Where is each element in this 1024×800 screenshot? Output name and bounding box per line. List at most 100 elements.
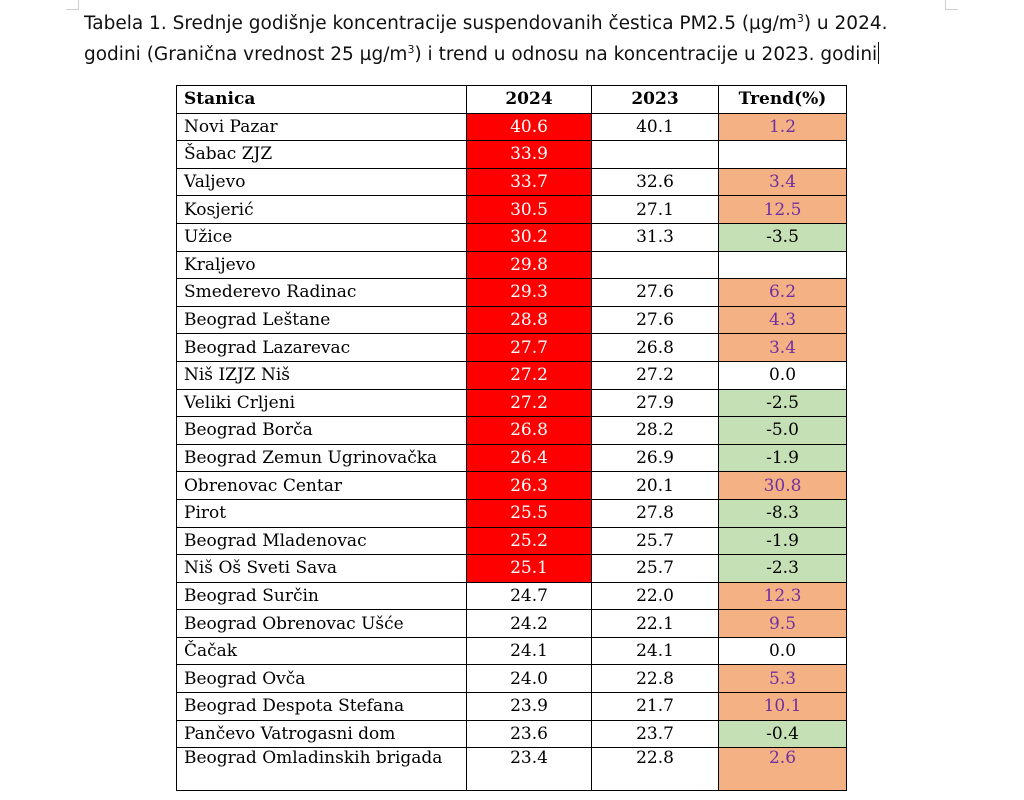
station-cell: Beograd Zemun Ugrinovačka <box>176 443 467 473</box>
value-2023-cell: 27.1 <box>591 195 719 224</box>
value-2023-cell: 32.6 <box>591 167 719 197</box>
trend-cell: 10.1 <box>718 692 847 721</box>
caption-line-1-tail: ) u 2024. <box>803 13 888 34</box>
value-2024-cell: 33.9 <box>466 140 592 169</box>
station-cell: Niš IZJZ Niš <box>176 360 467 390</box>
trend-cell: 12.5 <box>718 195 847 224</box>
value-2024-cell: 24.0 <box>466 664 592 694</box>
station-cell: Beograd Leštane <box>176 305 467 335</box>
table-row: Pirot 25.5 27.8 -8.3 <box>176 498 847 528</box>
value-2024-cell: 29.8 <box>466 250 592 280</box>
value-2024-cell: 30.5 <box>466 195 592 224</box>
table-body: Novi Pazar 40.6 40.1 1.2 Šabac ZJZ 33.9 Valjev… <box>176 112 847 792</box>
trend-cell: 6.2 <box>718 278 847 307</box>
trend-cell: 5.3 <box>718 664 847 694</box>
station-cell: Pirot <box>176 498 467 528</box>
page-corner-mark-right <box>945 0 958 10</box>
trend-cell: -1.9 <box>718 526 847 556</box>
value-2023-cell: 40.1 <box>591 112 719 142</box>
value-2024-cell: 24.2 <box>466 609 592 638</box>
station-cell: Smederevo Radinac <box>176 278 467 307</box>
value-2024-cell: 23.4 <box>466 747 592 792</box>
value-2024-cell: 25.1 <box>466 554 592 583</box>
table-row: Čačak 24.1 24.1 0.0 <box>176 636 847 666</box>
station-cell: Pančevo Vatrogasni dom <box>176 719 467 749</box>
value-2023-cell <box>591 250 719 280</box>
value-2023-cell: 25.7 <box>591 554 719 583</box>
table-row: Užice 30.2 31.3 -3.5 <box>176 222 847 252</box>
trend-cell: -2.5 <box>718 388 847 418</box>
station-cell: Veliki Crljeni <box>176 388 467 418</box>
value-2023-cell: 27.8 <box>591 498 719 528</box>
caption-line-1-superscript: 3 <box>796 12 804 25</box>
table-row: Beograd Leštane 28.8 27.6 4.3 <box>176 305 847 335</box>
station-cell: Kosjerić <box>176 195 467 224</box>
value-2023-cell: 27.6 <box>591 305 719 335</box>
value-2024-cell: 27.2 <box>466 388 592 418</box>
trend-cell: 3.4 <box>718 333 847 362</box>
station-cell: Valjevo <box>176 167 467 197</box>
station-cell: Užice <box>176 222 467 252</box>
caption-line-2-superscript: 3 <box>407 43 415 56</box>
value-2024-cell: 30.2 <box>466 222 592 252</box>
station-cell: Šabac ZJZ <box>176 140 467 169</box>
pm25-concentration-table: Stanica 2024 2023 Trend(%) Novi Pazar 40.… <box>176 85 847 792</box>
table-row: Beograd Mladenovac 25.2 25.7 -1.9 <box>176 526 847 556</box>
station-cell: Beograd Lazarevac <box>176 333 467 362</box>
table-row: Pančevo Vatrogasni dom 23.6 23.7 -0.4 <box>176 719 847 749</box>
table-row: Beograd Zemun Ugrinovačka 26.4 26.9 -1.9 <box>176 443 847 473</box>
table-row: Niš Oš Sveti Sava 25.1 25.7 -2.3 <box>176 554 847 583</box>
table-row: Beograd Omladinskih brigada 23.4 22.8 2.6 <box>176 747 847 792</box>
trend-cell: 30.8 <box>718 471 847 500</box>
value-2024-cell: 24.7 <box>466 581 592 611</box>
table-row: Beograd Surčin 24.7 22.0 12.3 <box>176 581 847 611</box>
value-2024-cell: 26.8 <box>466 416 592 445</box>
value-2023-cell: 20.1 <box>591 471 719 500</box>
trend-cell <box>718 250 847 280</box>
trend-cell: -5.0 <box>718 416 847 445</box>
trend-cell: 9.5 <box>718 609 847 638</box>
station-cell: Kraljevo <box>176 250 467 280</box>
value-2023-cell: 22.8 <box>591 664 719 694</box>
station-cell: Beograd Surčin <box>176 581 467 611</box>
table-row: Šabac ZJZ 33.9 <box>176 140 847 169</box>
header-2023: 2023 <box>591 85 719 114</box>
caption-line-2: godini (Granična vrednost 25 µg/m3) i tr… <box>84 39 964 70</box>
value-2024-cell: 40.6 <box>466 112 592 142</box>
trend-cell: 0.0 <box>718 360 847 390</box>
table-row: Beograd Ovča 24.0 22.8 5.3 <box>176 664 847 694</box>
value-2023-cell: 23.7 <box>591 719 719 749</box>
page-corner-mark-left <box>66 0 79 10</box>
value-2023-cell: 25.7 <box>591 526 719 556</box>
value-2023-cell: 27.9 <box>591 388 719 418</box>
station-cell: Čačak <box>176 636 467 666</box>
trend-cell: -1.9 <box>718 443 847 473</box>
value-2024-cell: 27.7 <box>466 333 592 362</box>
trend-cell <box>718 140 847 169</box>
trend-cell: 1.2 <box>718 112 847 142</box>
caption-line-2-tail: ) i trend u odnosu na koncentracije u 20… <box>414 44 878 65</box>
value-2024-cell: 23.9 <box>466 692 592 721</box>
station-cell: Obrenovac Centar <box>176 471 467 500</box>
table-row: Obrenovac Centar 26.3 20.1 30.8 <box>176 471 847 500</box>
value-2024-cell: 28.8 <box>466 305 592 335</box>
station-cell: Beograd Borča <box>176 416 467 445</box>
trend-cell: 12.3 <box>718 581 847 611</box>
value-2023-cell: 24.1 <box>591 636 719 666</box>
header-2024: 2024 <box>466 85 592 114</box>
value-2023-cell: 28.2 <box>591 416 719 445</box>
trend-cell: 0.0 <box>718 636 847 666</box>
value-2023-cell: 26.8 <box>591 333 719 362</box>
value-2023-cell: 27.6 <box>591 278 719 307</box>
value-2024-cell: 23.6 <box>466 719 592 749</box>
caption-line-1-text: Tabela 1. Srednje godišnje koncentracije… <box>84 13 797 34</box>
value-2023-cell: 26.9 <box>591 443 719 473</box>
value-2023-cell: 21.7 <box>591 692 719 721</box>
station-cell: Niš Oš Sveti Sava <box>176 554 467 583</box>
station-cell: Beograd Mladenovac <box>176 526 467 556</box>
value-2024-cell: 26.4 <box>466 443 592 473</box>
value-2024-cell: 33.7 <box>466 167 592 197</box>
value-2024-cell: 25.2 <box>466 526 592 556</box>
table-row: Beograd Obrenovac Ušće 24.2 22.1 9.5 <box>176 609 847 638</box>
station-cell: Beograd Omladinskih brigada <box>176 747 467 792</box>
